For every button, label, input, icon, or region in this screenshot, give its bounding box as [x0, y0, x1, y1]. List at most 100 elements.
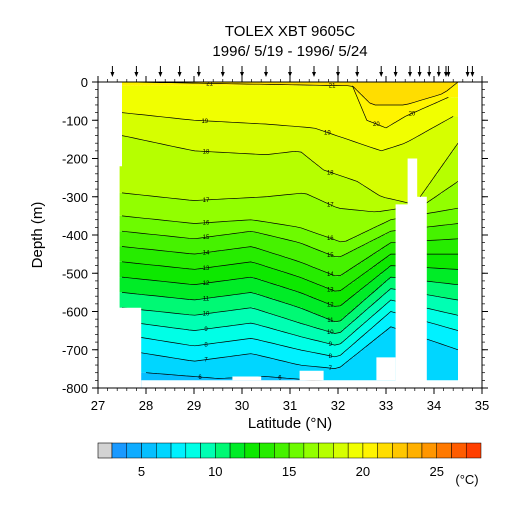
- field-cell: [386, 149, 391, 199]
- field-cell: [302, 86, 307, 127]
- field-cell: [390, 105, 395, 124]
- field-cell: [190, 254, 195, 269]
- field-cell: [258, 325, 263, 340]
- field-cell: [302, 351, 307, 366]
- field-cell: [446, 346, 451, 382]
- field-cell: [334, 322, 339, 334]
- field-cell: [226, 265, 231, 280]
- field-cell: [270, 86, 275, 125]
- field-cell: [282, 126, 287, 153]
- field-cell: [182, 299, 187, 314]
- field-cell: [218, 281, 223, 296]
- field-cell: [438, 297, 443, 311]
- field-cell: [442, 163, 447, 191]
- field-cell: [198, 330, 203, 345]
- field-cell: [146, 219, 151, 234]
- field-cell: [218, 312, 223, 327]
- field-cell: [138, 264, 143, 279]
- colorbar-swatch: [333, 443, 348, 458]
- field-cell: [414, 82, 419, 102]
- field-cell: [302, 324, 307, 337]
- field-cell: [182, 238, 187, 253]
- field-cell: [426, 82, 431, 98]
- field-cell: [122, 262, 127, 277]
- field-cell: [174, 268, 179, 283]
- station-marker-head: [427, 72, 431, 77]
- field-cell: [134, 86, 139, 114]
- field-cell: [274, 237, 279, 254]
- field-cell: [230, 295, 235, 310]
- field-cell: [186, 330, 191, 345]
- field-cell: [286, 362, 291, 378]
- field-cell: [154, 197, 159, 220]
- field-cell: [382, 211, 387, 223]
- field-cell: [354, 279, 359, 293]
- field-cell: [362, 335, 367, 348]
- field-cell: [250, 86, 255, 124]
- field-cell: [270, 268, 275, 283]
- field-cell: [210, 152, 215, 200]
- field-cell: [258, 310, 263, 325]
- field-cell: [450, 117, 455, 152]
- field-cell: [286, 319, 291, 333]
- field-cell: [390, 82, 395, 105]
- field-cell: [438, 326, 443, 344]
- field-cell: [242, 355, 247, 378]
- field-cell: [226, 199, 231, 221]
- field-cell: [442, 191, 447, 211]
- field-cell: [334, 292, 339, 307]
- field-cell: [334, 276, 339, 291]
- field-cell: [454, 330, 459, 349]
- field-cell: [182, 119, 187, 149]
- colorbar-swatch: [245, 443, 260, 458]
- field-cell: [266, 154, 271, 196]
- field-cell: [246, 86, 251, 123]
- field-cell: [266, 357, 271, 376]
- field-cell: [190, 300, 195, 315]
- field-cell: [286, 240, 291, 258]
- field-cell: [454, 146, 459, 183]
- isotherm-label: 12: [327, 303, 334, 309]
- field-cell: [186, 269, 191, 284]
- field-cell: [342, 138, 347, 177]
- field-cell: [246, 323, 251, 338]
- field-cell: [390, 266, 395, 278]
- field-cell: [294, 335, 299, 349]
- field-cell: [438, 82, 443, 95]
- field-cell: [294, 194, 299, 227]
- field-cell: [154, 281, 159, 296]
- field-cell: [298, 151, 303, 193]
- field-cell: [334, 257, 339, 276]
- field-cell: [170, 236, 175, 251]
- field-cell: [306, 296, 311, 311]
- field-cell: [446, 284, 451, 299]
- field-cell: [166, 221, 171, 236]
- field-cell: [262, 357, 267, 377]
- field-cell: [166, 297, 171, 312]
- field-cell: [454, 254, 459, 269]
- field-cell: [310, 267, 315, 282]
- field-cell: [306, 311, 311, 325]
- field-cell: [314, 249, 319, 268]
- field-cell: [254, 355, 259, 377]
- field-cell: [338, 242, 343, 257]
- field-cell: [446, 313, 451, 328]
- field-cell: [146, 354, 151, 373]
- field-cell: [210, 252, 215, 267]
- field-cell: [334, 135, 339, 174]
- field-cell: [390, 254, 395, 266]
- field-cell: [386, 233, 391, 245]
- field-cell: [318, 316, 323, 329]
- field-cell: [242, 123, 247, 154]
- field-cell: [406, 115, 411, 141]
- field-cell: [210, 222, 215, 236]
- field-cell: [442, 99, 447, 121]
- field-cell: [186, 83, 191, 86]
- field-cell: [294, 242, 299, 261]
- isotherm-label: 19: [324, 130, 331, 136]
- field-cell: [450, 269, 455, 284]
- field-cell: [430, 268, 435, 282]
- field-cell: [338, 208, 343, 241]
- field-cell: [278, 195, 283, 224]
- field-cell: [274, 254, 279, 269]
